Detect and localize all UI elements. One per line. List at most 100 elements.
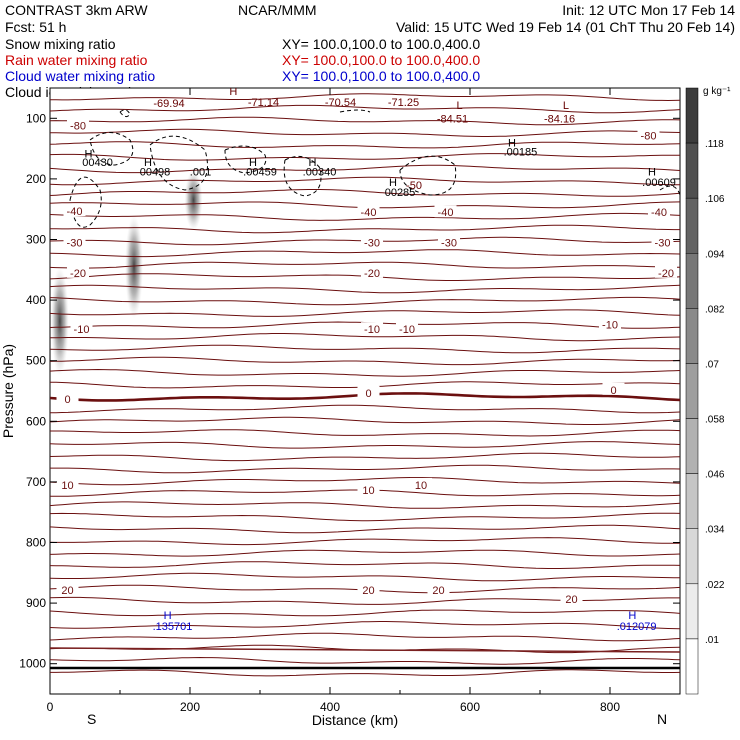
contour-label: -80: [641, 130, 657, 142]
isotherm-line: [50, 296, 680, 306]
colorbar-swatch: [685, 583, 699, 640]
contour-label: -10: [74, 324, 90, 336]
contour-label: -20: [70, 268, 86, 280]
isotherm-line: [50, 284, 680, 294]
field-xy: XY= 100.0,100.0 to 100.0,400.0: [282, 68, 480, 84]
contour-label-bg: [427, 582, 450, 595]
forecast-hour: Fcst: 51 h: [5, 19, 66, 35]
contour-label: -40: [361, 207, 377, 219]
isotherm-line: [50, 176, 680, 186]
contour-labels: -80 -80 -40 -40 -40 -40 -30 -30 -30 -30 -20 -20 -20 -…: [56, 118, 677, 606]
isotherm-line: [50, 368, 680, 377]
extremum-label: -84.51: [437, 113, 468, 125]
contour-label: 10: [362, 485, 374, 497]
ice-contour: [69, 176, 102, 228]
colorbar-unit: g kg⁻¹: [703, 86, 731, 97]
contour-label: -20: [658, 268, 674, 280]
field-label: Cloud water mixing ratio: [5, 68, 155, 84]
extremum-label: .012079: [617, 621, 657, 633]
isotherm-line: [50, 537, 680, 546]
y-tick-label: 300: [26, 233, 46, 247]
isotherm-line: [50, 572, 680, 582]
isotherm-line: [50, 93, 680, 102]
isotherm-line: [50, 429, 680, 437]
isotherm-line: [50, 416, 680, 425]
isotherm-line: [50, 356, 680, 366]
contour-label: -80: [70, 121, 86, 133]
isotherm-line: [50, 464, 680, 474]
ice-contour: [339, 109, 371, 113]
extremum-label: H: [229, 86, 237, 98]
contour-label: -30: [441, 238, 457, 250]
colorbar-label: .034: [705, 525, 725, 536]
contour-label-bg: [357, 205, 380, 218]
colorbar-swatch: [685, 142, 699, 199]
contour-label-bg: [655, 265, 677, 278]
isotherm-line: [50, 512, 680, 522]
cloud-ice-contours: [69, 109, 680, 228]
contour-label-bg: [410, 477, 432, 490]
extremum-label: .001: [190, 167, 211, 179]
contour-label-bg: [67, 118, 89, 131]
institution-label: NCAR/MMM: [238, 2, 317, 18]
y-tick-label: 800: [26, 536, 46, 550]
snow-plume: [184, 169, 203, 231]
isotherm-line: [50, 116, 680, 126]
contour-label: 10: [415, 480, 427, 492]
contour-label: 0: [365, 388, 371, 400]
y-tick-label: 700: [26, 475, 46, 489]
extremum-label: .00609: [642, 177, 676, 189]
extremum-label: L: [456, 100, 462, 112]
y-axis-title: Pressure (hPa): [0, 344, 16, 438]
colorbar-swatch: [685, 638, 699, 695]
snow-plume: [50, 266, 69, 376]
colorbar-label: .01: [705, 635, 719, 646]
extremum-label: .00185: [504, 147, 538, 159]
ice-contour: [149, 135, 208, 191]
contour-label: -40: [67, 206, 83, 218]
contour-label-bg: [63, 235, 86, 248]
extremum-label: L: [563, 100, 569, 112]
extremum-label: 00498: [140, 167, 171, 179]
extremum-label: H: [164, 610, 172, 622]
contour-label-bg: [357, 385, 380, 398]
x-axis-title: Distance (km): [312, 712, 398, 728]
contour-label: 0: [610, 385, 616, 397]
y-tick-label: 900: [26, 596, 46, 610]
extremum-label: .00340: [303, 167, 337, 179]
isotherm-line: [50, 249, 680, 258]
isotherm-line: [50, 128, 680, 137]
colorbar-label: .058: [705, 415, 725, 426]
isotherm-line: [50, 309, 680, 317]
isotherm-line: [50, 189, 680, 197]
x-tick-label: 800: [600, 700, 620, 714]
isotherm-line: [50, 164, 680, 174]
extremum-label: H: [508, 138, 516, 150]
isotherm-line: [50, 441, 680, 449]
isotherm-line: [50, 549, 680, 557]
contour-label: -30: [655, 238, 671, 250]
contour-label: -40: [651, 207, 667, 219]
y-tick-label: 1000: [19, 657, 46, 671]
snow-plume: [125, 215, 143, 319]
contour-label-bg: [56, 582, 79, 595]
isotherm-line: [50, 656, 680, 665]
extremum-label: -71.25: [388, 97, 419, 109]
contour-label-bg: [361, 265, 383, 278]
isotherm-line: [50, 404, 680, 414]
colorbar-swatch: [685, 473, 699, 529]
isotherm-line: [50, 153, 680, 161]
extremum-label: H: [389, 177, 397, 189]
isotherm-line: [50, 212, 680, 221]
contour-label-bg: [361, 235, 383, 248]
north-label: N: [657, 711, 667, 727]
contour-label-bg: [434, 205, 457, 218]
isotherm-line: [50, 609, 680, 617]
contour-label-bg: [602, 382, 625, 395]
ice-contour: [659, 185, 680, 196]
colorbar-label: .046: [705, 470, 725, 481]
contour-label-bg: [357, 582, 380, 595]
colorbar-swatch: [685, 197, 699, 254]
contour-label-bg: [599, 317, 621, 330]
